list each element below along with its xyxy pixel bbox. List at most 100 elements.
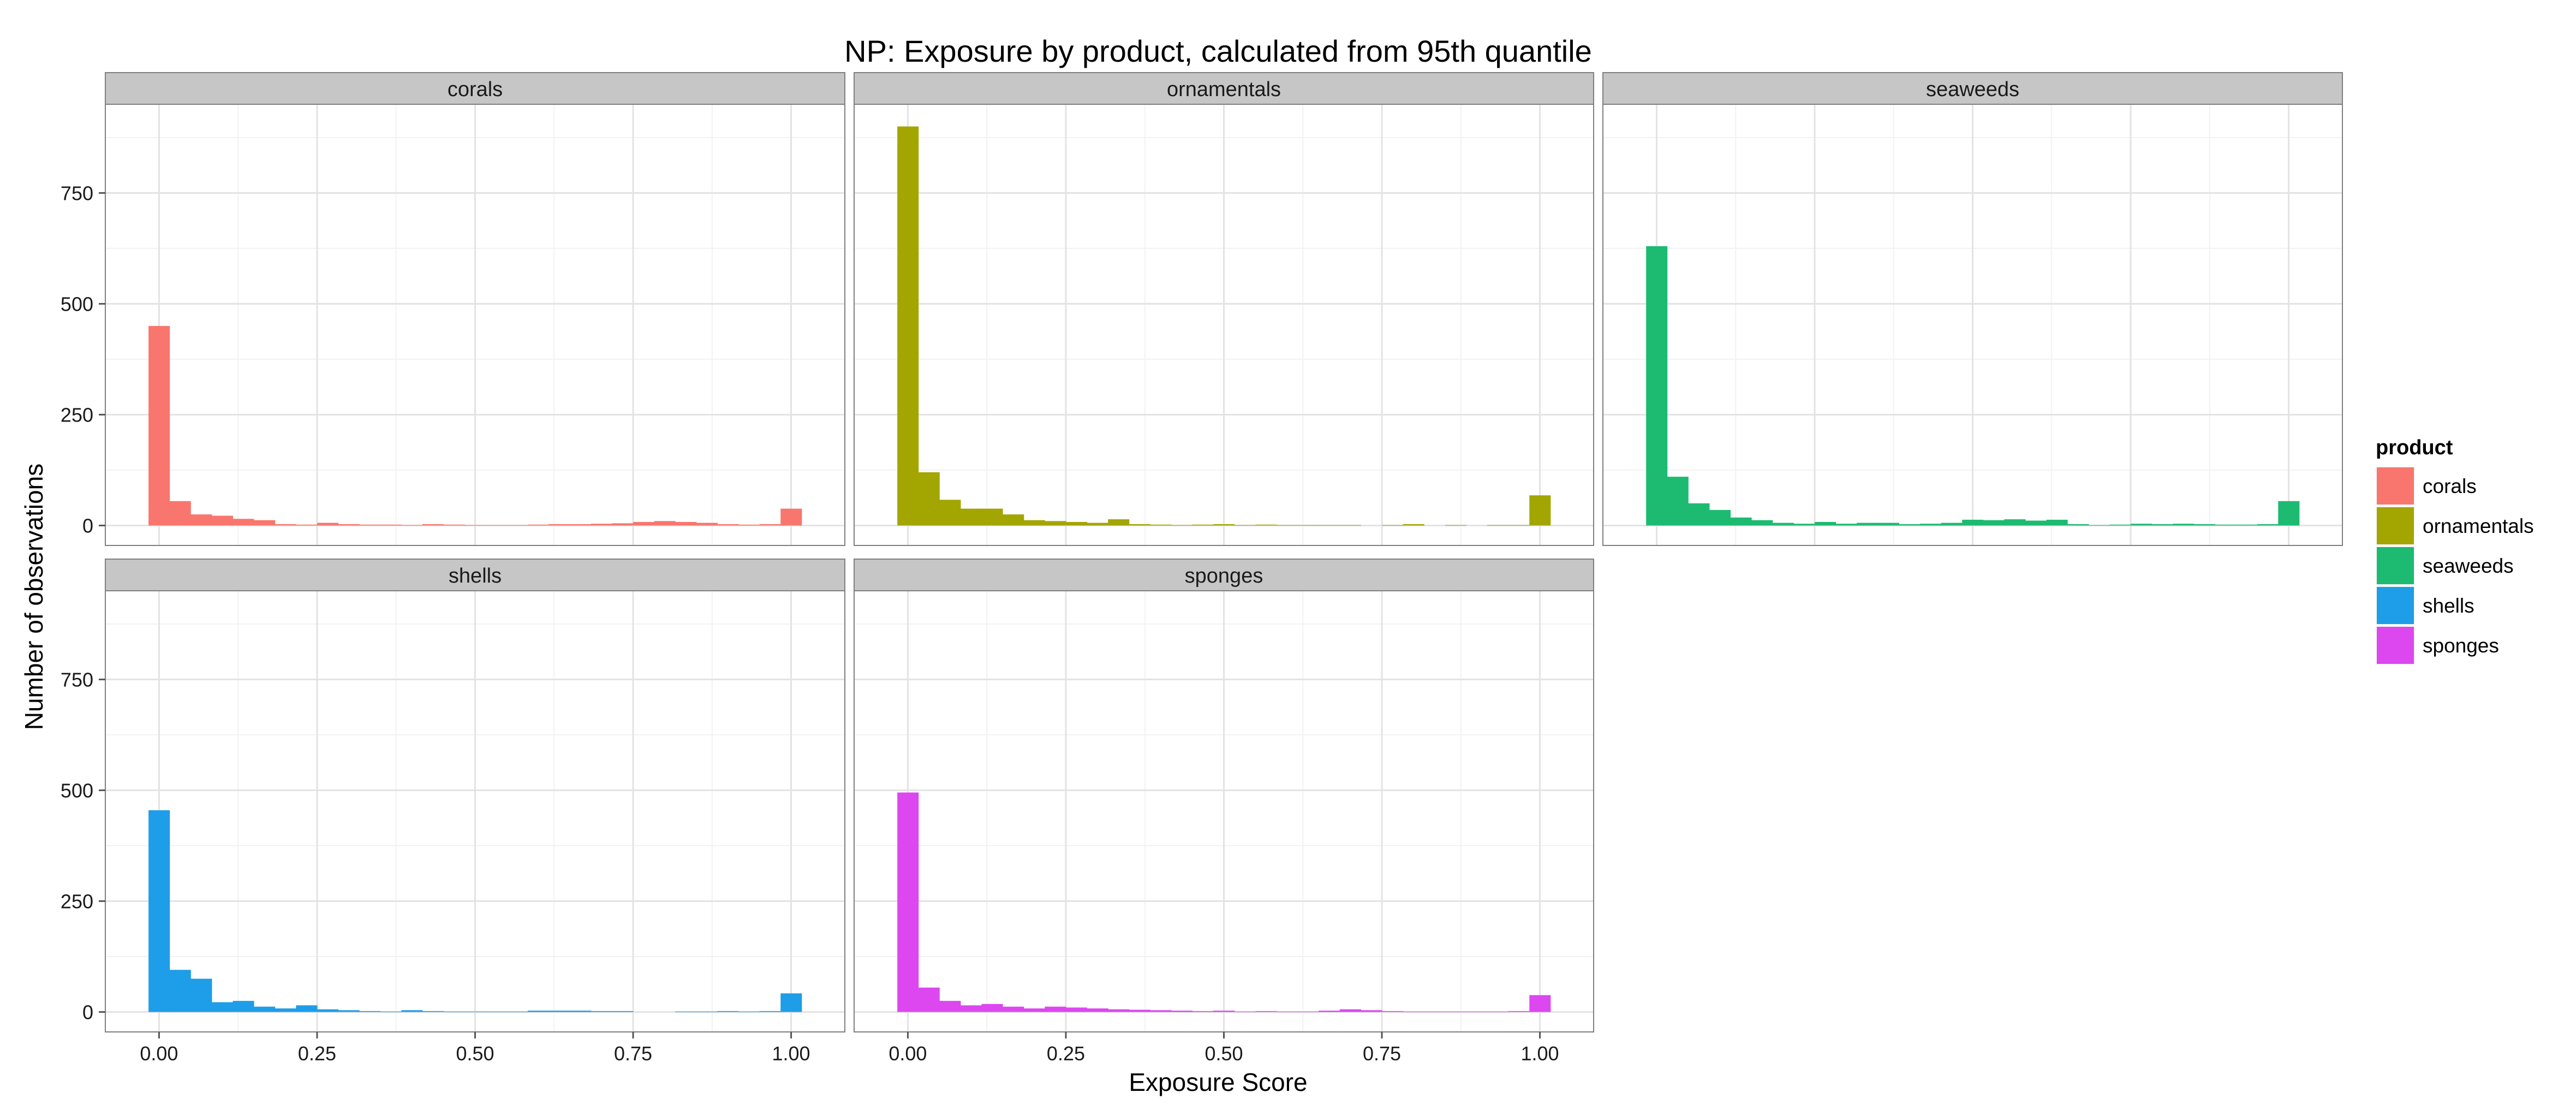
facet-panel-corals: corals 0 250 500 750 [61,72,845,546]
histogram-bar [780,993,802,1012]
histogram-bar [190,514,212,526]
histogram-bar [359,1011,381,1012]
x-tick-label: 1.00 [1521,1042,1559,1065]
facet-strip [854,559,1594,591]
histogram-bar [1319,525,1340,526]
histogram-bar [717,1011,739,1012]
histogram-bar [485,525,507,526]
histogram-bar [317,523,339,526]
histogram-bar [1382,525,1404,526]
facet-panel-seaweeds: seaweeds [1602,72,2343,546]
histogram-bar [1150,1010,1172,1012]
histogram-bar [1983,520,2005,526]
histogram-bar [1234,525,1256,526]
histogram-bar [380,524,402,526]
histogram-bar [1171,525,1193,526]
y-tick-label: 250 [61,403,93,426]
facet-strip [1602,72,2343,105]
y-tick-label: 750 [61,182,93,204]
facet-strip-label: shells [449,565,502,587]
facet-panel-shells: shells 0 250 500 750 0.00 0.25 0.50 0.75 1.00 [61,559,845,1065]
histogram-bar [1108,519,1130,526]
facet-panel-sponges: sponges 0.00 0.25 0.50 0.75 1.00 [854,559,1594,1065]
histogram-bar [422,1011,444,1012]
histogram-bar [1772,523,1794,526]
y-axis-label: Number of observations [20,464,48,730]
x-tick-label: 0.25 [298,1042,336,1065]
histogram-bar [2088,525,2110,526]
histogram-bar [1066,1007,1088,1012]
histogram-bar [1213,1011,1235,1012]
histogram-bar [939,500,961,526]
histogram-bar [1877,523,1899,526]
histogram-bar [1919,524,1942,526]
histogram-bar [2278,501,2300,526]
histogram-bar [1319,1011,1340,1012]
histogram-bar [232,1001,254,1012]
facet-strip [854,72,1594,105]
histogram-bar [548,1011,570,1012]
legend-swatch [2377,507,2414,544]
histogram-bar [675,521,697,526]
histogram-bar [528,1011,550,1012]
panel-border [1602,104,2343,546]
legend-label: shells [2423,595,2474,617]
histogram-bar [1129,524,1150,526]
histogram-bar [1213,524,1235,526]
x-tick-label: 0.00 [140,1042,178,1065]
facet-strip-label: seaweeds [1926,78,2019,101]
histogram-bar [1487,525,1509,526]
histogram-bar [570,524,592,526]
histogram-bar [464,525,486,526]
legend-label: seaweeds [2423,555,2514,577]
histogram-bar [960,1005,982,1012]
facet-strip-label: corals [448,78,503,101]
histogram-bar [148,326,170,526]
legend-swatch [2377,467,2414,504]
histogram-bar [1709,510,1731,526]
legend: product corals ornamentals seaweeds shells sp… [2375,436,2534,666]
histogram-bar [738,524,760,526]
legend-swatch [2377,587,2414,624]
histogram-bar [2173,524,2195,526]
histogram-bar [717,524,739,526]
facet-panels: corals 0 250 500 750 ornamentals seaweeds shell… [61,72,2343,1065]
histogram-bar [918,987,940,1012]
histogram-bar [1508,1011,1530,1012]
histogram-bar [1150,524,1172,526]
histogram-bar [591,524,612,526]
histogram-bar [1277,525,1298,526]
histogram-bar [1445,525,1466,526]
histogram-bar [359,524,381,526]
x-tick-label: 1.00 [772,1042,810,1065]
x-tick-label: 0.00 [889,1042,927,1065]
panel-border [105,104,845,546]
x-tick-label: 0.75 [1363,1042,1401,1065]
histogram-bar [1045,521,1066,526]
y-tick-label: 250 [61,890,93,912]
histogram-bar [1045,1006,1066,1012]
histogram-bar [1382,1011,1404,1012]
histogram-bar [401,1010,423,1012]
histogram-bar [1297,525,1319,526]
histogram-bar [1508,525,1530,526]
facet-strip-label: ornamentals [1167,78,1281,101]
histogram-bar [317,1009,339,1012]
histogram-bar [190,978,212,1012]
histogram-bar [1003,514,1024,526]
histogram-bar [275,1008,296,1012]
histogram-bar [1192,1011,1214,1012]
x-axis-label: Exposure Score [1129,1068,1307,1096]
facet-strip [105,559,845,591]
histogram-bar [1087,523,1108,526]
histogram-bar [2193,524,2215,526]
histogram-bar [939,1001,961,1012]
histogram-bar [296,524,318,526]
histogram-bar [528,524,550,526]
histogram-bar [296,1005,318,1012]
histogram-bar [2215,524,2237,526]
histogram-bar [1361,1010,1382,1012]
histogram-bar [897,792,919,1012]
histogram-bar [918,472,940,526]
histogram-bar [2131,524,2152,526]
